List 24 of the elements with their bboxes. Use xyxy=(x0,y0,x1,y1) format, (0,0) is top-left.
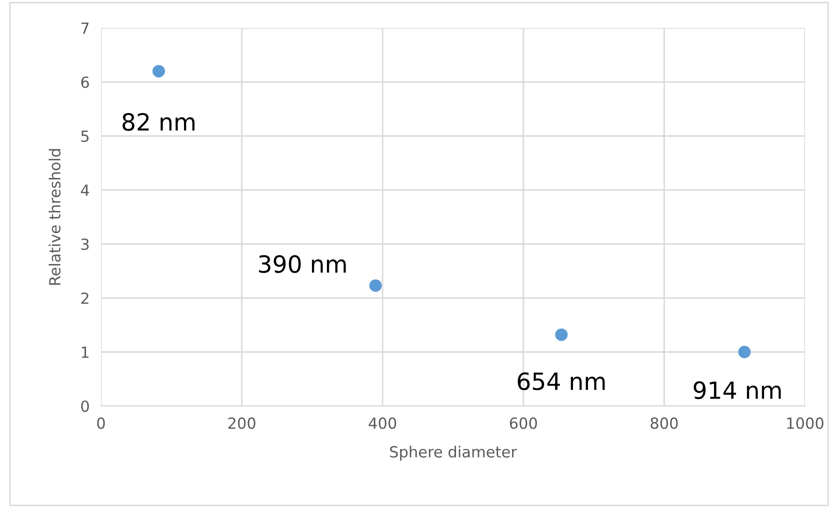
y-tick-label: 6 xyxy=(81,76,89,88)
annotation: 82 nm xyxy=(122,112,194,131)
x-tick-label: 1000 xyxy=(787,417,824,429)
y-axis-title: Relative threshold xyxy=(48,149,61,285)
annotation: 914 nm xyxy=(694,381,781,400)
x-tick-label: 800 xyxy=(650,417,678,429)
point xyxy=(738,346,751,358)
y-tick-label: 3 xyxy=(81,238,89,250)
y-tick-label: 7 xyxy=(81,22,89,34)
point xyxy=(555,328,568,341)
point xyxy=(152,64,165,78)
y-tick-label: 4 xyxy=(80,184,90,196)
x-tick-label: 600 xyxy=(510,417,537,429)
x-tick-label: 0 xyxy=(97,417,105,429)
x-tick-label: 400 xyxy=(368,417,396,429)
point xyxy=(369,279,382,292)
y-tick-label: 0 xyxy=(81,400,89,412)
x-axis-title: Sphere diameter xyxy=(390,446,517,461)
annotation: 390 nm xyxy=(259,255,346,273)
y-tick-label: 1 xyxy=(82,346,88,358)
y-tick-label: 2 xyxy=(81,292,88,304)
x-tick-label: 200 xyxy=(228,417,256,429)
y-tick-label: 5 xyxy=(81,130,89,142)
annotation: 654 nm xyxy=(518,372,605,390)
